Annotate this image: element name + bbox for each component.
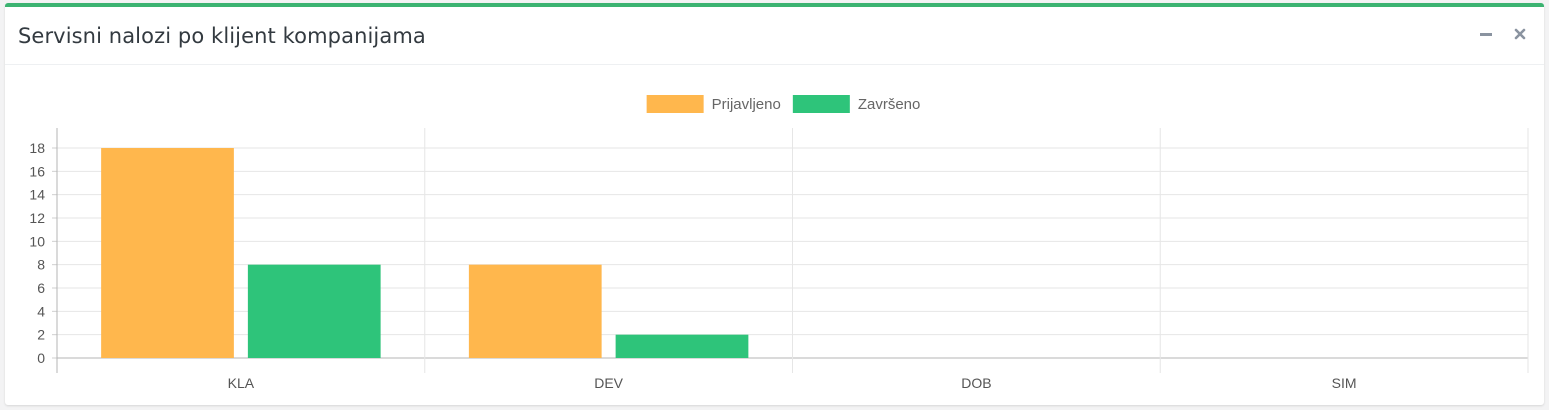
bar-dev-0 <box>468 264 602 358</box>
panel-title: Servisni nalozi po klijent kompanijama <box>18 24 426 48</box>
y-tick-label: 0 <box>37 350 45 366</box>
y-tick-label: 12 <box>29 210 45 226</box>
y-tick-label: 16 <box>29 163 45 179</box>
x-tick-label: KLA <box>228 375 255 391</box>
y-tick-label: 6 <box>37 280 45 296</box>
bar-chart: 0 2 4 6 8 10 12 14 16 18 KLA DEV DOB SIM Prijavljeno Za… <box>29 95 1529 391</box>
y-tick-label: 8 <box>37 257 45 273</box>
panel-tools <box>1478 26 1528 42</box>
bar-kla-1 <box>247 264 381 358</box>
legend-swatch <box>792 95 850 113</box>
legend-label: Završeno <box>858 96 921 113</box>
x-tick-label: DOB <box>961 375 991 391</box>
y-tick-label: 4 <box>37 303 45 319</box>
x-tick-label: DEV <box>594 375 623 391</box>
y-tick-label: 18 <box>29 140 45 156</box>
bar-kla-0 <box>101 148 234 358</box>
x-tick-label: SIM <box>1332 375 1357 391</box>
chart-panel: Servisni nalozi po klijent kompanijama 0… <box>5 3 1544 405</box>
y-tick-label: 10 <box>29 233 45 249</box>
legend-label: Prijavljeno <box>712 96 781 113</box>
minus-icon <box>1480 33 1492 36</box>
panel-header: Servisni nalozi po klijent kompanijama <box>5 7 1544 65</box>
y-tick-label: 14 <box>29 187 45 203</box>
close-icon <box>1514 28 1526 40</box>
close-button[interactable] <box>1512 26 1528 42</box>
bar-dev-1 <box>615 334 749 358</box>
chart-area: 0 2 4 6 8 10 12 14 16 18 KLA DEV DOB SIM Prijavljeno Za… <box>5 65 1544 405</box>
y-tick-label: 2 <box>37 327 45 343</box>
minimize-button[interactable] <box>1478 26 1494 42</box>
legend-swatch <box>646 95 704 113</box>
